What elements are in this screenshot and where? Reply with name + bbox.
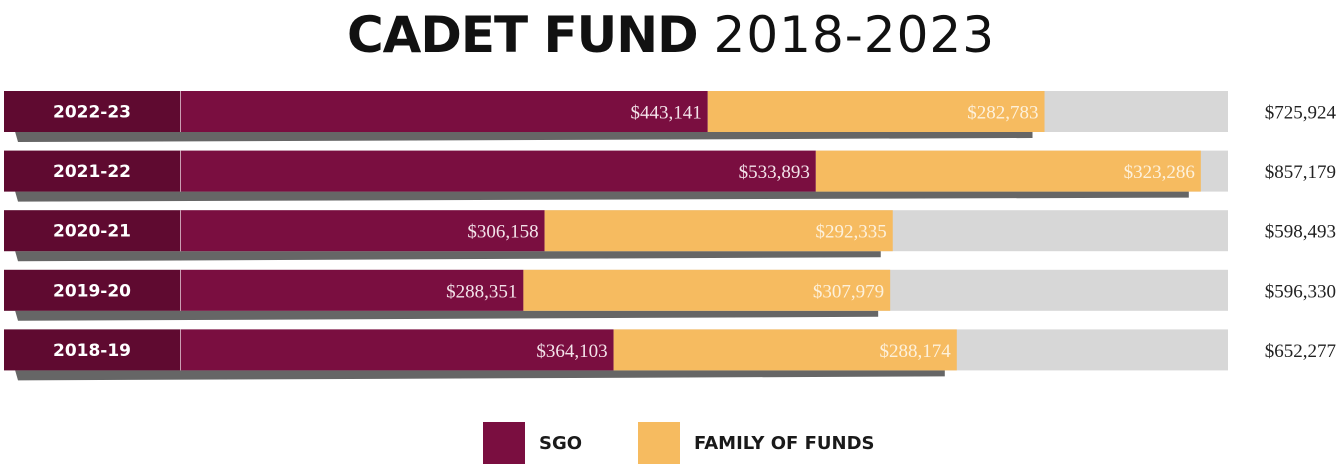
category-label-2018-19: 2018-19: [53, 341, 131, 361]
total-value-label-2020-21: $598,493: [1265, 222, 1336, 243]
bar-family-2020-21: [544, 210, 893, 252]
category-box-2019-20: [4, 269, 180, 311]
category-label-2021-22: 2021-22: [53, 162, 131, 182]
family-value-label-2021-22: $323,286: [1124, 162, 1195, 183]
sgo-value-label-2019-20: $288,351: [446, 281, 517, 302]
category-label-2022-23: 2022-23: [53, 103, 131, 123]
total-value-label-2018-19: $652,277: [1265, 341, 1336, 362]
category-box-2021-22: [4, 150, 180, 192]
category-label-2020-21: 2020-21: [53, 222, 131, 242]
family-value-label-2019-20: $307,979: [813, 281, 884, 302]
family-value-label-2020-21: $292,335: [816, 222, 887, 243]
bar-sgo-2021-22: [180, 150, 816, 192]
legend-item-sgo: SGO: [483, 422, 582, 464]
total-value-label-2022-23: $725,924: [1265, 103, 1337, 124]
family-value-label-2022-23: $282,783: [967, 103, 1038, 124]
legend-label-sgo: SGO: [539, 432, 583, 454]
bar-family-2018-19: [613, 329, 957, 371]
sgo-value-label-2018-19: $364,103: [536, 341, 607, 362]
bar-family-2021-22: [815, 150, 1201, 192]
legend-swatch-sgo: [483, 422, 525, 464]
legend-label-family-of-funds: FAMILY OF FUNDS: [694, 432, 875, 454]
sgo-value-label-2020-21: $306,158: [467, 222, 538, 243]
chart-title-years: 2018-2023: [713, 6, 996, 64]
chart-title-main: CADET FUND: [346, 6, 699, 64]
bar-family-2022-23: [707, 91, 1045, 132]
bar-family-2019-20: [523, 269, 891, 311]
category-label-2019-20: 2019-20: [53, 281, 131, 301]
sgo-value-label-2021-22: $533,893: [739, 162, 810, 183]
category-box-2018-19: [4, 329, 180, 371]
category-box-2020-21: [4, 210, 180, 252]
category-box-2022-23: [4, 91, 180, 132]
total-value-label-2021-22: $857,179: [1265, 162, 1336, 183]
legend-item-family-of-funds: FAMILY OF FUNDS: [638, 422, 874, 464]
chart-title: CADET FUND 2018-2023: [0, 4, 1342, 66]
total-value-label-2019-20: $596,330: [1265, 281, 1336, 302]
sgo-value-label-2022-23: $443,141: [630, 103, 701, 124]
bar-sgo-2022-23: [180, 91, 708, 132]
bar-sgo-2018-19: [180, 329, 614, 371]
family-value-label-2018-19: $288,174: [880, 341, 952, 362]
legend-swatch-family-of-funds: [638, 422, 680, 464]
bar-sgo-2020-21: [180, 210, 545, 252]
bar-sgo-2019-20: [180, 269, 524, 311]
